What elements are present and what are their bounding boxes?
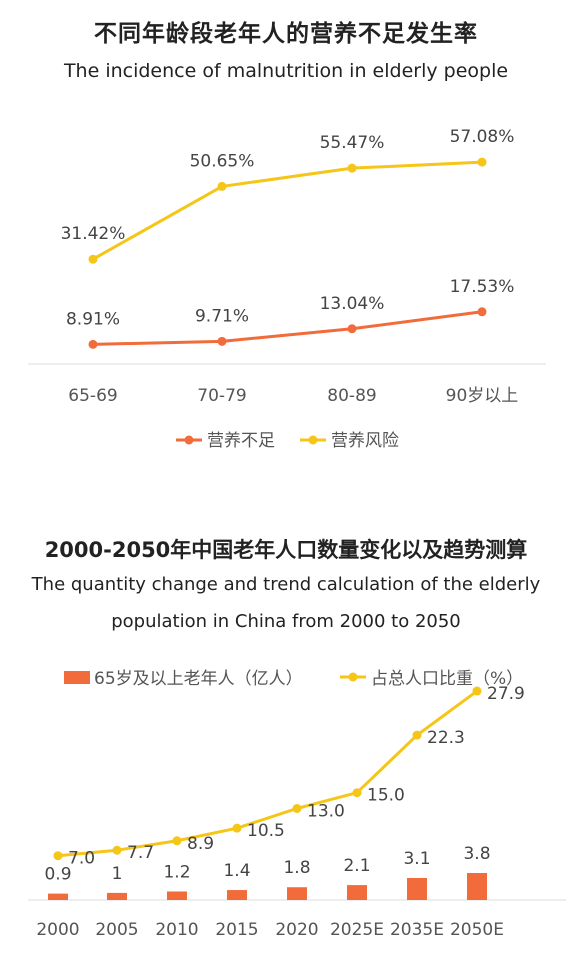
- data-point: [88, 339, 98, 349]
- line-value-label: 13.0: [307, 801, 345, 821]
- line-value-label: 15.0: [367, 786, 405, 806]
- data-label: 57.08%: [450, 127, 515, 147]
- series-line: [57, 689, 478, 858]
- data-point: [347, 324, 357, 334]
- data-point: [347, 163, 357, 173]
- x-tick-label: 65-69: [68, 386, 117, 406]
- chart2-subtitle-line1: The quantity change and trend calculatio…: [31, 574, 541, 595]
- bar: [407, 877, 427, 900]
- legend-label: 营养风险: [331, 431, 399, 451]
- bar-value-label: 1.4: [223, 861, 250, 881]
- legend-label: 占总人口比重（%）: [371, 669, 523, 689]
- bar-value-label: 2.1: [343, 856, 370, 876]
- data-label: 9.71%: [195, 306, 249, 326]
- line-value-label: 8.9: [187, 834, 214, 854]
- bar-value-label: 3.8: [463, 844, 490, 864]
- x-tick-label: 90岁以上: [446, 386, 519, 406]
- bar: [467, 873, 487, 900]
- data-point: [412, 730, 422, 740]
- legend-marker: [348, 672, 358, 682]
- data-point: [217, 336, 227, 346]
- bar-value-label: 1.8: [283, 858, 310, 878]
- data-label: 50.65%: [190, 151, 255, 171]
- bar-value-label: 3.1: [403, 849, 430, 869]
- data-point: [472, 686, 482, 696]
- x-tick-label: 2020: [275, 920, 318, 940]
- line-value-label: 7.7: [127, 843, 154, 863]
- x-tick-label: 2015: [215, 920, 258, 940]
- bar-value-label: 0.9: [44, 865, 71, 885]
- line-value-label: 7.0: [68, 849, 95, 869]
- line-value-label: 27.9: [487, 684, 525, 704]
- chart1-plot: 65-69 70-79 80-89 90岁以上 8.91% 9.71% 13.04% 17.5…: [28, 127, 546, 451]
- x-tick-label: 70-79: [197, 386, 246, 406]
- x-tick-label: 2000: [36, 920, 79, 940]
- series-line-0: [92, 310, 483, 346]
- data-point: [217, 181, 227, 191]
- data-label: 31.42%: [61, 224, 126, 244]
- x-tick-label: 2035E: [390, 920, 444, 940]
- data-point: [53, 851, 63, 861]
- data-point: [112, 845, 122, 855]
- data-point: [232, 823, 242, 833]
- data-point: [292, 803, 302, 813]
- bar: [48, 893, 68, 900]
- chart1-subtitle: The incidence of malnutrition in elderly…: [63, 60, 509, 82]
- bar-value-label: 1: [112, 864, 123, 884]
- x-tick-label: 80-89: [327, 386, 376, 406]
- legend-label: 营养不足: [207, 431, 275, 451]
- legend-bar-swatch: [64, 671, 90, 684]
- legend-marker: [308, 435, 318, 445]
- bar: [107, 892, 127, 900]
- data-label: 13.04%: [320, 294, 385, 314]
- bar: [287, 887, 307, 900]
- x-tick-label: 2010: [155, 920, 198, 940]
- x-tick-label: 2025E: [330, 920, 384, 940]
- data-point: [88, 254, 98, 264]
- data-point: [477, 157, 487, 167]
- legend-marker: [184, 435, 194, 445]
- bar: [347, 885, 367, 900]
- x-tick-label: 2050E: [450, 920, 504, 940]
- data-point: [477, 307, 487, 317]
- line-value-label: 10.5: [247, 821, 285, 841]
- legend-label: 65岁及以上老年人（亿人）: [94, 669, 303, 689]
- data-label: 55.47%: [320, 133, 385, 153]
- bar-value-label: 1.2: [163, 862, 190, 882]
- data-label: 17.53%: [450, 277, 515, 297]
- chart2-subtitle-line2: population in China from 2000 to 2050: [111, 611, 461, 632]
- x-tick-label: 2005: [95, 920, 138, 940]
- chart1-title: 不同年龄段老年人的营养不足发生率: [94, 21, 478, 47]
- chart2-title: 2000-2050年中国老年人口数量变化以及趋势测算: [44, 538, 528, 562]
- series-line-1: [92, 160, 483, 261]
- bar: [227, 890, 247, 900]
- bar: [167, 891, 187, 900]
- data-point: [172, 836, 182, 846]
- data-point: [352, 788, 362, 798]
- data-label: 8.91%: [66, 309, 120, 329]
- line-value-label: 22.3: [427, 728, 465, 748]
